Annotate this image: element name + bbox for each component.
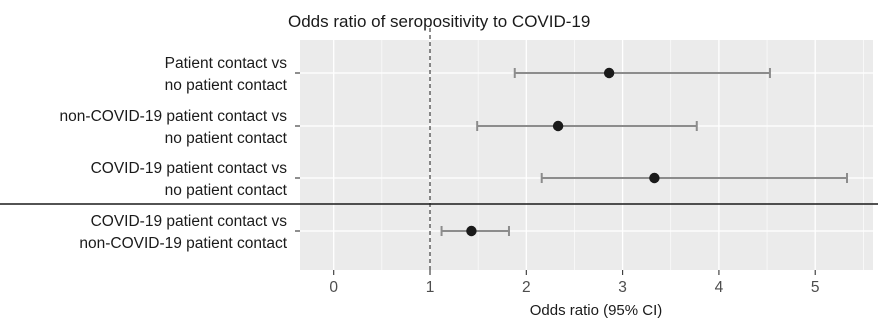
plot-panel [300, 40, 873, 270]
x-tick-label: 3 [618, 279, 627, 296]
category-label-line: COVID-19 patient contact vs [91, 213, 288, 230]
category-label-line: no patient contact [165, 77, 288, 94]
category-label-line: non-COVID-19 patient contact [79, 235, 287, 252]
category-label: non-COVID-19 patient contact vs no patien… [60, 108, 288, 147]
x-axis: 0 1 2 3 4 5 [329, 270, 820, 296]
x-axis-title: Odds ratio (95% CI) [530, 302, 663, 319]
x-tick-label: 2 [522, 279, 531, 296]
point-estimates [466, 67, 660, 237]
category-label-line: no patient contact [165, 182, 288, 199]
x-tick-label: 0 [329, 279, 338, 296]
point-estimate [552, 120, 564, 132]
category-label: Patient contact vs no patient contact [165, 55, 288, 94]
category-label-line: no patient contact [165, 130, 288, 147]
chart-title: Odds ratio of seropositivity to COVID-19 [288, 12, 590, 31]
category-label: COVID-19 patient contact vs no patient co… [91, 160, 288, 199]
category-label: COVID-19 patient contact vs non-COVID-19 … [79, 213, 287, 252]
y-axis: Patient contact vs no patient contactnon-… [60, 55, 300, 252]
x-tick-label: 5 [811, 279, 820, 296]
category-label-line: non-COVID-19 patient contact vs [60, 108, 288, 125]
point-estimate [466, 225, 477, 237]
x-tick-label: 4 [715, 279, 724, 296]
category-label-line: COVID-19 patient contact vs [91, 160, 288, 177]
confidence-intervals [440, 68, 848, 236]
x-tick-label: 1 [426, 279, 435, 296]
point-estimate [649, 172, 660, 184]
point-estimate [603, 67, 615, 79]
category-label-line: Patient contact vs [165, 55, 288, 72]
